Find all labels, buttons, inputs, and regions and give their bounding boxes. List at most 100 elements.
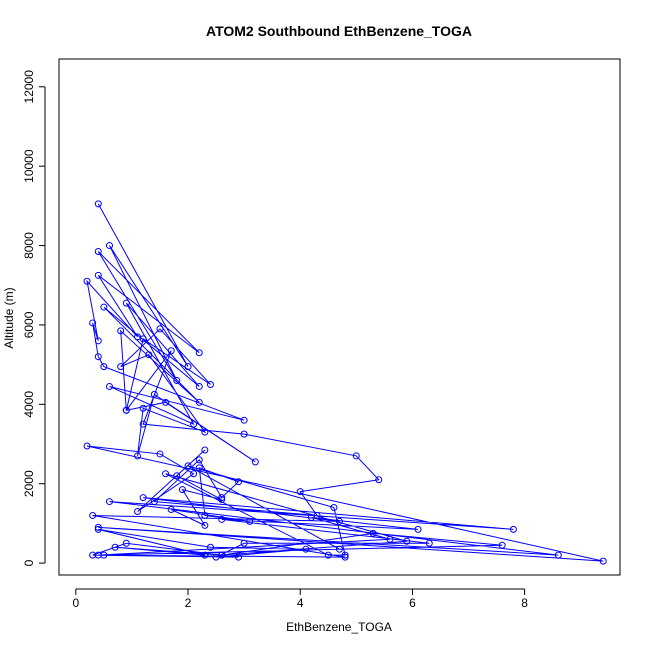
data-point [195,464,203,472]
data-point [235,478,243,486]
x-tick-label: 2 [185,596,192,610]
data-point [94,551,102,559]
y-tick-label: 4000 [22,391,36,418]
data-point [201,551,209,559]
data-point [162,398,170,406]
data-point [307,513,315,521]
data-point [341,551,349,559]
data-point [190,470,198,478]
data-series [83,200,607,565]
data-point [235,553,243,561]
data-point [94,523,102,531]
y-tick-label: 0 [22,559,36,566]
data-point [139,335,147,343]
data-point [117,327,125,335]
data-point [100,363,108,371]
data-point [162,470,170,478]
data-point [94,353,102,361]
data-point [167,506,175,514]
data-point [498,541,506,549]
data-point [83,277,91,285]
data-point [195,382,203,390]
data-point [184,363,192,371]
data-point [156,325,164,333]
y-tick-label: 6000 [22,311,36,338]
data-point [105,382,113,390]
data-point [150,390,158,398]
data-point [94,271,102,279]
y-tick-label: 8000 [22,232,36,259]
x-tick-label: 6 [409,596,416,610]
data-point [195,456,203,464]
data-point [240,416,248,424]
data-point [218,515,226,523]
data-point [302,545,310,553]
data-point [554,551,562,559]
data-point [134,507,142,515]
data-point [190,420,198,428]
data-point [122,299,130,307]
data-point [386,535,394,543]
data-point [341,553,349,561]
data-point [94,248,102,256]
x-axis-label: EthBenzene_TOGA [286,620,392,634]
data-point [117,363,125,371]
data-point [139,404,147,412]
data-point [218,494,226,502]
data-point [336,545,343,553]
data-point [246,517,254,525]
series-line [86,203,604,562]
data-point [195,398,203,406]
y-tick-label: 2000 [22,470,36,497]
data-point [240,430,248,438]
data-point [509,525,517,533]
data-point [414,525,422,533]
data-point [218,496,226,504]
data-point [139,494,147,502]
data-point [336,517,343,525]
data-point [184,462,192,470]
data-point [173,472,181,480]
data-point [122,539,130,547]
data-point [201,428,209,436]
y-axis: 0 2000 4000 6000 8000 10000 12000 [22,70,46,566]
data-point [105,498,113,506]
data-point [375,476,383,484]
data-point [173,377,181,385]
data-point [122,406,130,414]
data-point [150,498,158,506]
data-point [94,525,102,533]
data-point [206,380,214,388]
data-point [218,551,226,559]
data-point [139,420,147,428]
data-point [145,351,153,359]
data-point [201,511,209,519]
data-point [100,303,108,311]
data-point [178,486,186,494]
data-point [240,539,248,547]
data-point [89,511,97,519]
data-point [89,319,97,327]
data-point [195,349,203,357]
data-point [201,521,209,529]
data-point [369,529,377,537]
y-axis-label: Altitude (m) [2,287,16,348]
x-tick-label: 4 [297,596,304,610]
x-tick-label: 0 [72,596,79,610]
chart-title: ATOM2 Southbound EthBenzene_TOGA [206,23,472,39]
data-point [156,450,164,458]
data-point [251,458,259,466]
data-point [83,442,91,450]
x-tick-label: 8 [521,596,528,610]
data-point [167,347,175,355]
data-point [94,337,102,345]
x-axis: 0 2 4 6 8 [72,588,528,610]
data-point [206,543,214,551]
data-point [111,543,119,551]
data-point [105,242,113,250]
data-point [94,200,102,208]
y-tick-label: 12000 [22,70,36,104]
data-point [352,452,360,460]
data-point [599,557,607,565]
